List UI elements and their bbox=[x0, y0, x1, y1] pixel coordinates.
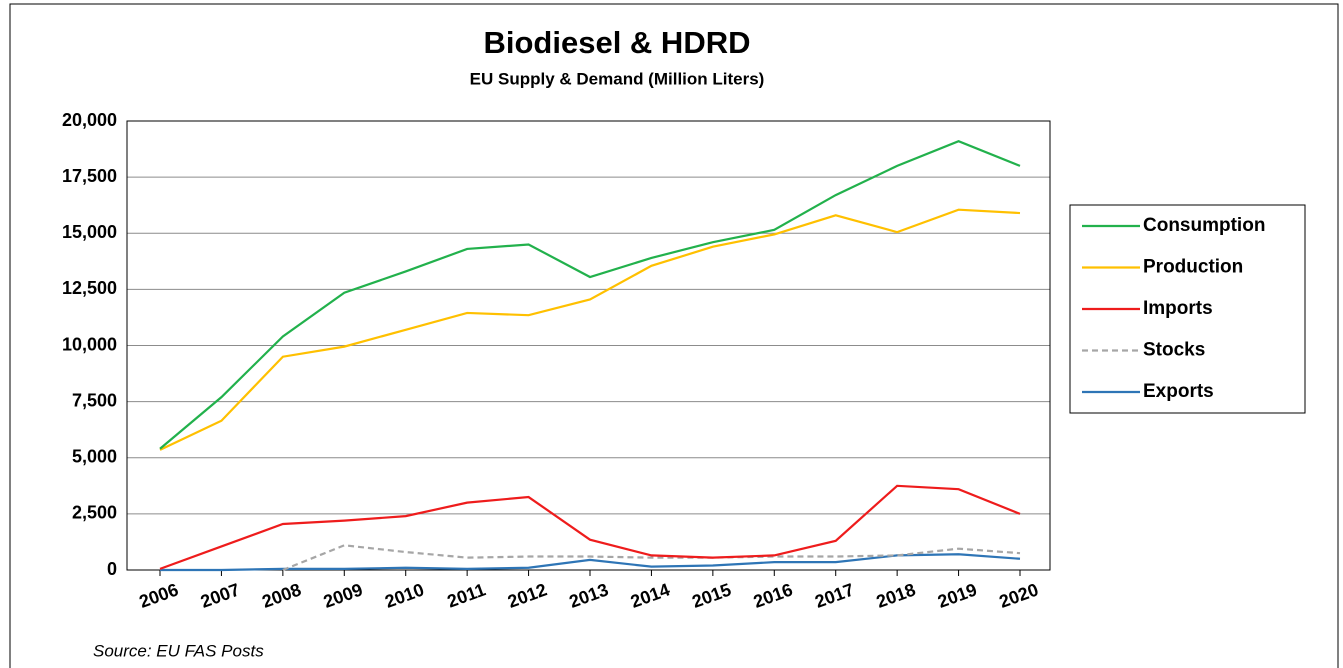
y-tick-label: 12,500 bbox=[62, 278, 117, 298]
y-tick-label: 17,500 bbox=[62, 166, 117, 186]
chart-title: Biodiesel & HDRD bbox=[484, 25, 751, 60]
series-line bbox=[159, 484, 1021, 570]
series-line bbox=[160, 553, 1021, 572]
legend-label: Production bbox=[1143, 257, 1243, 278]
series-line bbox=[159, 208, 1021, 451]
legend-label: Imports bbox=[1143, 298, 1213, 319]
y-tick-label: 10,000 bbox=[62, 334, 117, 354]
y-tick-label: 0 bbox=[107, 559, 117, 579]
legend-label: Consumption bbox=[1143, 215, 1265, 236]
plot-area bbox=[126, 120, 1051, 571]
chart-subtitle: EU Supply & Demand (Million Liters) bbox=[470, 69, 765, 88]
source-note: Source: EU FAS Posts bbox=[93, 641, 264, 660]
y-tick-label: 5,000 bbox=[72, 447, 117, 467]
legend-label: Exports bbox=[1143, 381, 1214, 402]
y-tick-label: 2,500 bbox=[72, 503, 117, 523]
legend-label: Stocks bbox=[1143, 340, 1205, 361]
series-line bbox=[159, 140, 1021, 450]
y-tick-label: 7,500 bbox=[72, 390, 117, 410]
y-tick-label: 15,000 bbox=[62, 222, 117, 242]
series-line bbox=[282, 544, 1021, 572]
y-tick-label: 20,000 bbox=[62, 110, 117, 130]
